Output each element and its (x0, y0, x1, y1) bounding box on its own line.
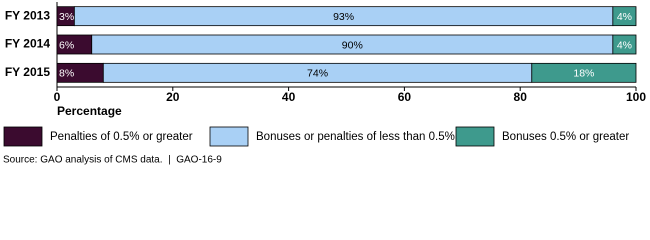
value-label: 8% (59, 68, 74, 80)
x-tick-label: 40 (282, 90, 296, 104)
source: Source: GAO analysis of CMS data. | GAO-… (3, 155, 222, 166)
y-tick-label: FY 2013 (5, 8, 50, 22)
x-tick-label: 100 (626, 90, 646, 104)
y-tick-label: FY 2014 (5, 37, 50, 51)
value-label: 93% (333, 11, 354, 23)
value-label: 90% (342, 39, 363, 51)
legend-label: Bonuses or penalties of less than 0.5% (256, 131, 455, 143)
x-axis-label: Percentage (57, 104, 122, 118)
value-label: 4% (617, 39, 632, 51)
x-tick-label: 0 (54, 90, 61, 104)
x-tick-label: 20 (166, 90, 180, 104)
legend-swatch (455, 126, 495, 147)
x-tick-label: 60 (398, 90, 412, 104)
value-label: 4% (617, 11, 632, 23)
value-label: 6% (59, 39, 74, 51)
bar-segment (531, 62, 637, 83)
legend-swatch (3, 126, 43, 147)
legend-label: Penalties of 0.5% or greater (50, 131, 193, 143)
y-tick-label: FY 2015 (5, 65, 50, 79)
chart: Percentage Source: GAO analysis of CMS d… (3, 2, 646, 166)
legend-label: Bonuses 0.5% or greater (502, 131, 629, 143)
value-label: 18% (573, 68, 594, 80)
x-tick-label: 80 (514, 90, 528, 104)
bar-segment (612, 6, 637, 27)
bar-segment (612, 34, 637, 55)
value-label: 3% (59, 11, 74, 23)
legend-swatch (209, 126, 249, 147)
value-label: 74% (307, 68, 328, 80)
